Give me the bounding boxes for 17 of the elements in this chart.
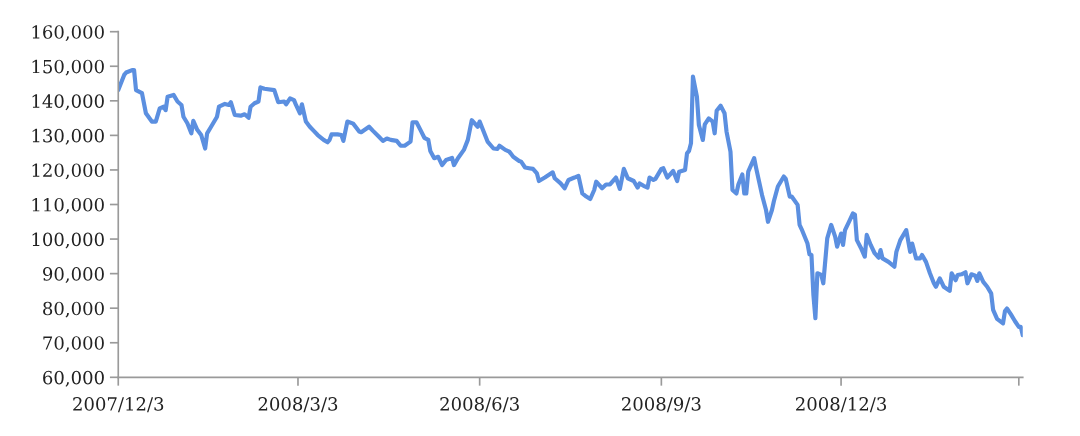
y-tick-label: 110,000 [32, 197, 104, 214]
y-tick-label: 70,000 [43, 336, 104, 353]
y-tick-label: 60,000 [43, 370, 104, 387]
y-tick-label: 130,000 [32, 128, 104, 145]
line-series [118, 67, 1023, 338]
x-tick-label: 2008/12/3 [796, 397, 887, 413]
y-tick-label: 160,000 [32, 25, 104, 42]
x-tick-label: 2008/9/3 [622, 397, 701, 413]
y-tick-label: 150,000 [32, 59, 104, 76]
y-tick-label: 90,000 [43, 267, 104, 283]
y-tick-label: 120,000 [32, 163, 104, 180]
x-tick-label: 2007/12/3 [73, 397, 164, 413]
y-tick-label: 100,000 [32, 232, 104, 249]
x-tick-label: 2008/3/3 [258, 397, 338, 413]
y-tick-label: 140,000 [32, 94, 104, 111]
x-tick-label: 2008/6/3 [440, 397, 519, 413]
y-tick-label: 80,000 [43, 301, 104, 318]
